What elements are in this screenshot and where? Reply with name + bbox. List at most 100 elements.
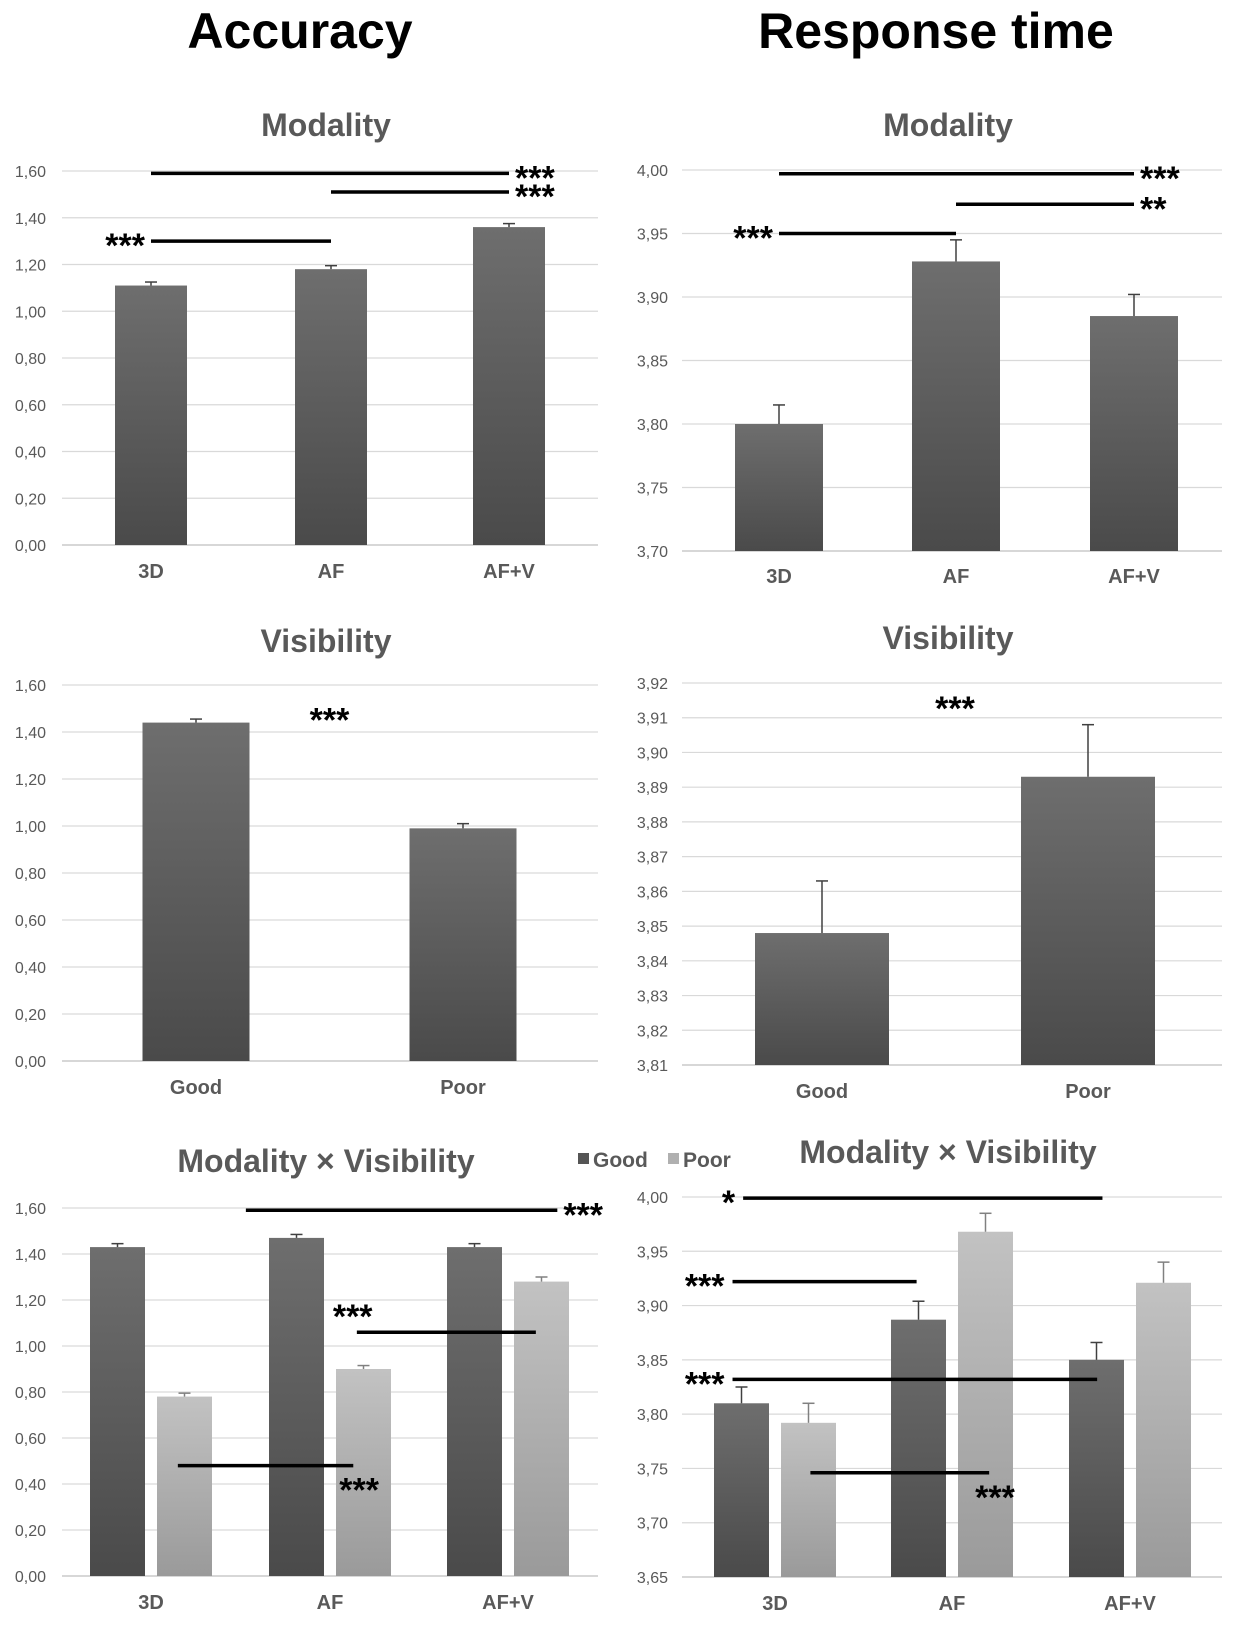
y-tick-label: 3,70 xyxy=(637,1516,668,1533)
y-tick-label: 4,00 xyxy=(637,163,668,180)
y-tick-label: 3,90 xyxy=(637,1299,668,1316)
bar-poor xyxy=(958,1231,1013,1577)
significance-label: *** xyxy=(935,690,975,728)
rt-visibility-chart: Visibility 3,81 3,82 3,83 3,84 3,85 3,86 3,87 3,… xyxy=(637,620,1222,1103)
legend: Good Poor xyxy=(578,1149,731,1172)
bar-value xyxy=(115,285,187,545)
y-tick-label: 3,70 xyxy=(637,544,668,561)
y-tick-label: 3,85 xyxy=(637,354,668,371)
y-tick-label: 1,20 xyxy=(15,772,46,789)
y-tick-label: 3,89 xyxy=(637,780,668,797)
y-tick-label: 3,75 xyxy=(637,481,668,498)
x-category-label: AF+V xyxy=(1104,1593,1156,1615)
x-category-label: AF xyxy=(939,1593,966,1615)
y-tick-label: 1,00 xyxy=(15,1339,46,1356)
bar-value xyxy=(755,933,889,1065)
chart-title: Modality × Visibility xyxy=(799,1134,1096,1170)
y-tick-label: 3,85 xyxy=(637,919,668,936)
bar-value xyxy=(409,828,517,1061)
y-tick-label: 1,00 xyxy=(15,819,46,836)
bar-value xyxy=(473,227,545,545)
y-tick-label: 1,40 xyxy=(15,211,46,228)
y-tick-label: 3,90 xyxy=(637,290,668,307)
y-tick-label: 1,00 xyxy=(15,304,46,321)
y-tick-label: 1,60 xyxy=(15,164,46,181)
y-tick-label: 0,80 xyxy=(15,351,46,368)
legend-label: Good xyxy=(593,1149,648,1172)
acc-modality-chart: Modality 0,00 0,20 0,40 0,60 0,80 1,00 1,20 1,40… xyxy=(15,107,598,583)
x-category-label: Poor xyxy=(1065,1081,1111,1103)
y-tick-label: 0,00 xyxy=(15,538,46,555)
bar-value xyxy=(1090,316,1178,551)
y-tick-label: 0,00 xyxy=(15,1569,46,1586)
y-tick-label: 3,83 xyxy=(637,989,668,1006)
y-tick-label: 3,75 xyxy=(637,1461,668,1478)
y-tick-label: 3,84 xyxy=(637,954,668,971)
significance-label: *** xyxy=(685,1365,725,1403)
significance-label: *** xyxy=(339,1472,379,1510)
y-tick-label: 0,60 xyxy=(15,913,46,930)
y-tick-label: 0,20 xyxy=(15,1523,46,1540)
bar-poor xyxy=(1136,1282,1191,1577)
bar-value xyxy=(1021,776,1155,1065)
significance-label: *** xyxy=(105,227,145,265)
significance-label: *** xyxy=(975,1479,1015,1517)
bar-value xyxy=(142,722,250,1061)
y-tick-label: 3,80 xyxy=(637,417,668,434)
y-tick-label: 0,80 xyxy=(15,866,46,883)
chart-title: Modality xyxy=(261,107,391,143)
bar-good xyxy=(714,1403,769,1577)
legend-label: Poor xyxy=(683,1149,731,1172)
rt-modality-chart: Modality 3,70 3,75 3,80 3,85 3,90 3,95 4,00 3D AF… xyxy=(637,107,1222,588)
x-category-label: AF+V xyxy=(483,561,535,583)
y-tick-label: 3,95 xyxy=(637,227,668,244)
y-tick-label: 3,65 xyxy=(637,1570,668,1587)
bar-good xyxy=(891,1319,946,1577)
x-category-label: Good xyxy=(796,1081,848,1103)
y-tick-label: 3,87 xyxy=(637,850,668,867)
significance-label: *** xyxy=(685,1268,725,1306)
significance-label: *** xyxy=(515,159,555,197)
y-tick-label: 0,40 xyxy=(15,445,46,462)
chart-title: Visibility xyxy=(260,623,391,659)
y-tick-label: 0,20 xyxy=(15,1007,46,1024)
x-category-label: 3D xyxy=(138,561,164,583)
x-category-label: AF xyxy=(318,561,345,583)
x-category-label: Poor xyxy=(440,1077,486,1099)
y-tick-label: 3,80 xyxy=(637,1407,668,1424)
acc-interaction-chart: Modality × Visibility 0,00 0,20 0,40 0,60 0,8… xyxy=(15,1143,604,1614)
x-category-label: Good xyxy=(170,1077,222,1099)
bar-value xyxy=(295,269,367,545)
x-category-label: 3D xyxy=(138,1592,164,1614)
bar-value xyxy=(735,424,823,551)
y-tick-label: 3,88 xyxy=(637,815,668,832)
significance-label: *** xyxy=(515,178,555,216)
y-tick-label: 0,80 xyxy=(15,1385,46,1402)
y-tick-label: 3,95 xyxy=(637,1244,668,1261)
accuracy-column-title: Accuracy xyxy=(187,3,413,59)
legend-swatch xyxy=(668,1153,679,1164)
x-category-label: AF xyxy=(317,1592,344,1614)
bar-good xyxy=(269,1237,324,1576)
chart-title: Modality xyxy=(883,107,1013,143)
y-tick-label: 0,20 xyxy=(15,491,46,508)
bar-poor xyxy=(514,1281,569,1576)
y-tick-label: 3,85 xyxy=(637,1353,668,1370)
y-tick-label: 0,60 xyxy=(15,398,46,415)
y-tick-label: 3,92 xyxy=(637,676,668,693)
y-tick-label: 3,90 xyxy=(637,745,668,762)
bar-good xyxy=(1069,1359,1124,1577)
x-category-label: AF xyxy=(943,566,970,588)
significance-label: * xyxy=(722,1184,736,1222)
significance-label: *** xyxy=(1140,160,1180,198)
y-tick-label: 0,00 xyxy=(15,1054,46,1071)
significance-label: *** xyxy=(310,702,350,740)
significance-label: *** xyxy=(733,220,773,258)
significance-label: *** xyxy=(563,1196,603,1234)
x-category-label: AF+V xyxy=(1108,566,1160,588)
y-tick-label: 0,40 xyxy=(15,960,46,977)
bar-good xyxy=(447,1247,502,1576)
y-tick-label: 1,60 xyxy=(15,1201,46,1218)
y-tick-label: 0,40 xyxy=(15,1477,46,1494)
